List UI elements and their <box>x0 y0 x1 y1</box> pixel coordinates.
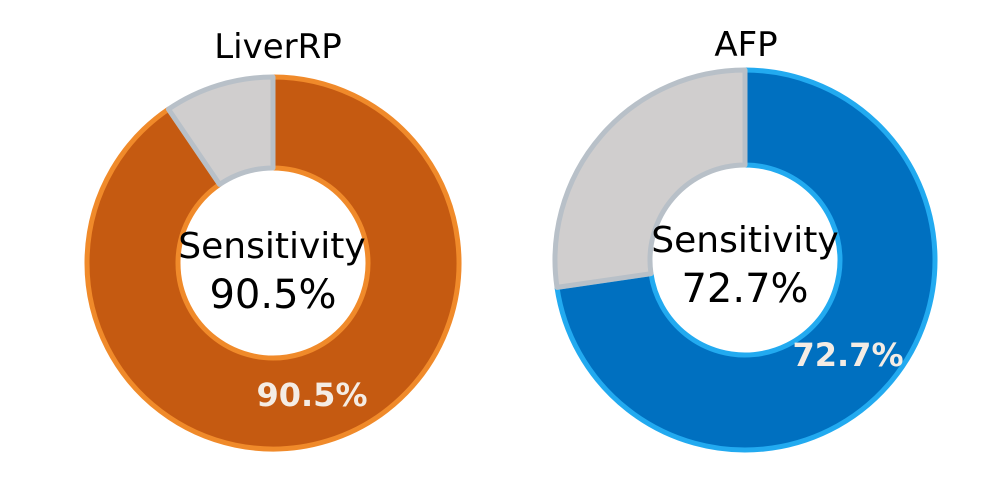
chart-title-liverrp: LiverRP <box>214 27 342 67</box>
data-label-liverrp: 90.5% <box>256 376 367 414</box>
donut-liverrp <box>84 74 462 452</box>
center-value-liverrp: 90.5% <box>209 272 336 318</box>
donut-afp <box>552 67 938 453</box>
center-label-afp: Sensitivity <box>651 220 838 261</box>
slice-remainder-1 <box>552 67 748 290</box>
slice-sensitivity-0 <box>84 74 462 452</box>
slice-remainder-0 <box>165 74 276 187</box>
center-value-afp: 72.7% <box>681 266 808 312</box>
slice-sensitivity-1 <box>554 67 938 453</box>
data-label-afp: 72.7% <box>792 336 903 374</box>
center-label-liverrp: Sensitivity <box>178 226 365 267</box>
chart-title-afp: AFP <box>714 25 777 65</box>
